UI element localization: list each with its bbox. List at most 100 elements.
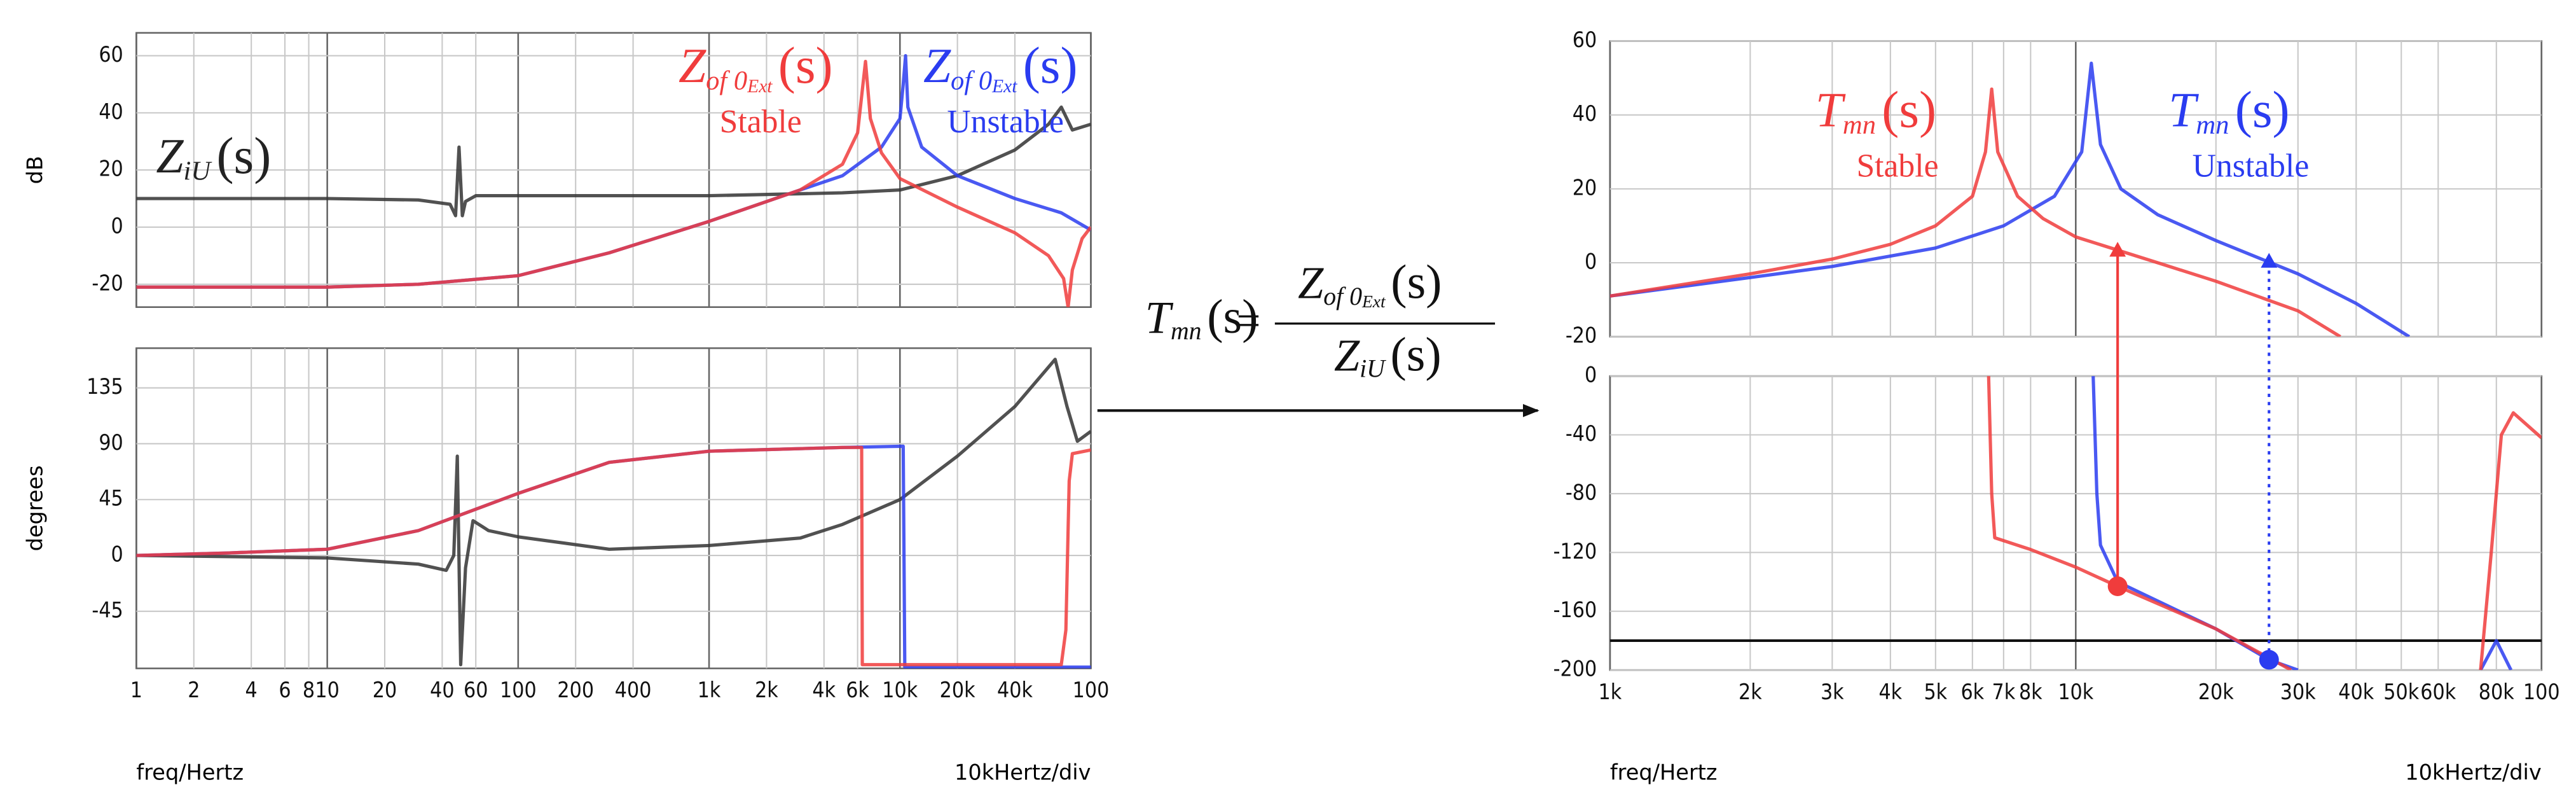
y-tick-label: 40: [99, 99, 123, 124]
marker-dot: [2107, 576, 2128, 596]
x-axis-note: 10kHertz/div: [954, 760, 1091, 784]
math-main: T: [1145, 292, 1174, 343]
x-tick-label: 80k: [2479, 679, 2514, 704]
x-tick-label: 7k: [1992, 679, 2015, 704]
curve: [1609, 87, 2341, 337]
series-group: [136, 53, 1091, 307]
marker-dot: [2259, 650, 2279, 670]
x-tick-label: 100: [500, 678, 537, 702]
math-sub: iU: [184, 156, 213, 186]
x-tick-label: 1k: [698, 678, 721, 702]
y-tick-label: 20: [1573, 175, 1597, 200]
x-tick-label: 30k: [2280, 679, 2316, 704]
math-arg: (s): [1207, 290, 1258, 344]
math-sub: of 0: [1323, 282, 1362, 310]
x-tick-label: 6k: [846, 678, 869, 702]
math-sub: mn: [1843, 110, 1876, 140]
annotation-note: Unstable: [947, 104, 1064, 140]
math-main: Z: [1298, 257, 1324, 308]
x-tick-label: 2k: [1739, 679, 1762, 704]
x-tick-label: 4k: [1878, 679, 1902, 704]
x-tick-label: 10k: [2058, 679, 2093, 704]
curve: [1987, 376, 2542, 671]
y-tick-label: -20: [92, 270, 123, 295]
series-group: [136, 358, 1091, 669]
x-tick-label: 1: [130, 678, 142, 702]
curve: [136, 358, 1091, 667]
x-tick-label: 2: [188, 678, 200, 702]
math-subsub: Ext: [991, 76, 1017, 97]
math-main: Z: [156, 129, 184, 183]
y-tick-label: -160: [1553, 597, 1597, 622]
math-arg: (s): [1882, 81, 1936, 138]
x-tick-label: 20: [373, 678, 397, 702]
math-subsub: Ext: [1361, 292, 1386, 311]
math-label: Zof 0Ext (s): [678, 37, 833, 97]
x-axis-note: 10kHertz/div: [2405, 760, 2541, 784]
x-tick-label: 60: [464, 678, 488, 702]
y-tick-label: -20: [1566, 323, 1597, 348]
curve: [136, 59, 1091, 307]
math-arg: (s): [778, 37, 833, 94]
y-tick-label: -40: [1566, 421, 1597, 446]
math-sub: mn: [2196, 110, 2229, 140]
x-axis-label: freq/Hertz: [136, 760, 244, 784]
math-main: Z: [678, 38, 706, 93]
math-label: Zof 0Ext (s): [923, 37, 1078, 97]
x-tick-label: 100: [1073, 678, 1110, 702]
curve: [136, 445, 1091, 667]
math-subsub: Ext: [747, 76, 773, 97]
x-tick-label: 200: [557, 678, 594, 702]
x-tick-label: 20k: [2198, 679, 2234, 704]
math-main: T: [1815, 82, 1846, 137]
y-tick-label: -120: [1553, 539, 1597, 564]
x-tick-label: 40k: [2338, 679, 2374, 704]
math-sub: mn: [1171, 317, 1202, 345]
x-axis-label: freq/Hertz: [1610, 760, 1718, 784]
math-main: T: [2168, 82, 2199, 137]
y-tick-label: 20: [99, 157, 123, 181]
y-tick-label: 135: [86, 374, 123, 399]
math-label: ZiU (s): [1334, 328, 1442, 383]
x-tick-label: 4k: [812, 678, 836, 702]
y-tick-label: -45: [92, 597, 123, 622]
math-label: Tmn (s): [1815, 81, 1936, 139]
y-tick-label: 45: [99, 486, 123, 511]
y-tick-label: 90: [99, 430, 123, 455]
math-sub: of 0: [706, 66, 747, 95]
x-tick-label: 6k: [1960, 679, 1984, 704]
y-tick-label: 0: [1585, 363, 1597, 387]
y-tick-label: 0: [111, 542, 123, 567]
x-tick-label: 400: [615, 678, 652, 702]
x-tick-label: 8: [303, 678, 315, 702]
x-tick-label: 100: [2523, 679, 2560, 704]
annotation-note: Unstable: [2193, 148, 2310, 185]
x-tick-label: 40: [430, 678, 454, 702]
y-tick-label: -80: [1566, 480, 1597, 505]
annotation-note: Stable: [1856, 148, 1938, 185]
math-main: Z: [923, 38, 951, 93]
math-arg: (s): [1391, 256, 1442, 309]
x-tick-label: 6: [279, 678, 291, 702]
y-tick-label: 60: [1573, 27, 1597, 52]
math-label: ZiU (s): [156, 127, 271, 186]
math-label: Tmn (s): [1145, 290, 1258, 345]
y-tick-label: 0: [111, 213, 123, 238]
y-tick-label: 60: [99, 42, 123, 67]
x-tick-label: 40k: [997, 678, 1033, 702]
x-tick-label: 4: [245, 678, 258, 702]
x-tick-label: 3k: [1821, 679, 1844, 704]
annotation-note: Stable: [720, 104, 802, 140]
math-arg: (s): [1391, 328, 1442, 382]
y-axis-label: dB: [22, 156, 47, 184]
math-main: Z: [1334, 330, 1360, 380]
x-tick-label: 8k: [2019, 679, 2042, 704]
math-label: Tmn (s): [2168, 81, 2289, 139]
y-axis-label: degrees: [22, 465, 47, 551]
math-sub: iU: [1360, 355, 1386, 383]
x-tick-label: 5k: [1924, 679, 1947, 704]
plot-area: [135, 347, 1092, 669]
y-tick-label: -200: [1553, 657, 1597, 681]
